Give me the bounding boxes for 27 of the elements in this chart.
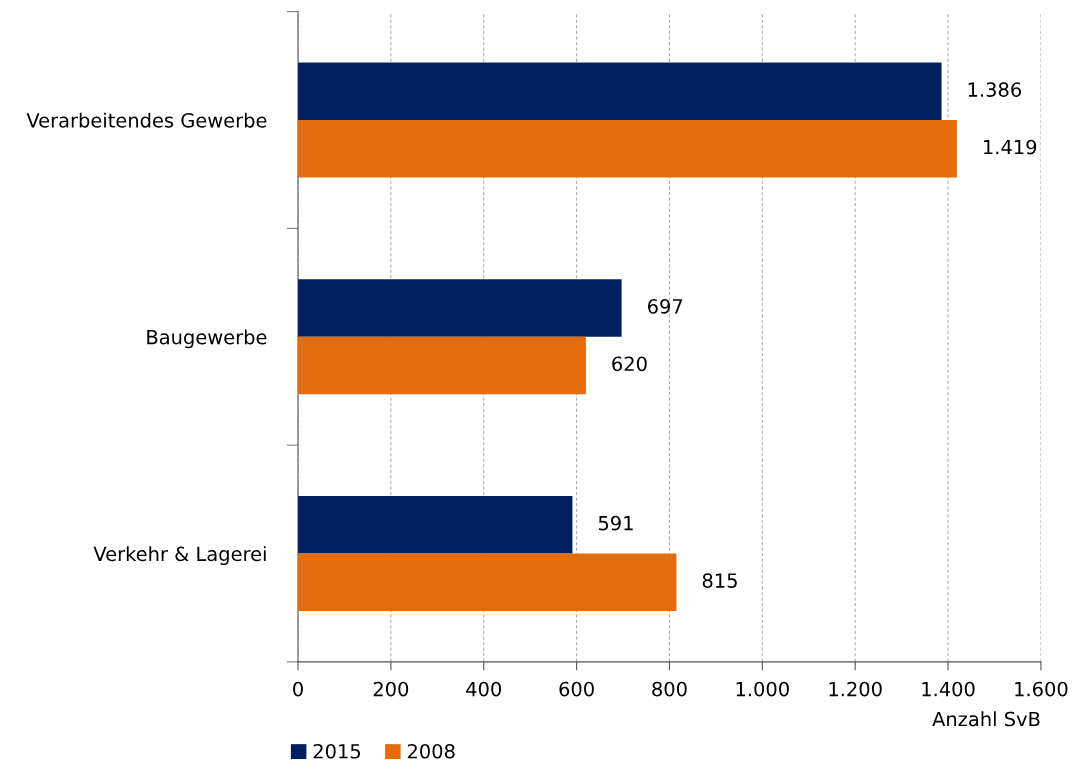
x-tick-label: 200 <box>373 681 409 697</box>
x-tick-label: 1.600 <box>1015 681 1068 697</box>
bar <box>298 120 957 178</box>
data-label: 697 <box>648 299 683 314</box>
bar <box>298 62 942 121</box>
data-label: 1.419 <box>984 139 1037 155</box>
x-tick-label: 600 <box>559 681 594 697</box>
data-label: 1.386 <box>968 82 1021 97</box>
bar <box>298 496 573 554</box>
y-tick-label: Baugewerbe <box>147 329 267 349</box>
data-label: 591 <box>598 515 633 531</box>
x-tick-label: 400 <box>466 681 502 697</box>
x-tick-label: 800 <box>652 681 687 697</box>
data-label: 815 <box>702 573 737 588</box>
x-tick-label: 1.200 <box>829 681 882 697</box>
bar <box>298 279 622 337</box>
x-tick-label: 1.000 <box>736 681 789 697</box>
x-tick-label: 0 <box>293 681 303 697</box>
legend-label: 2015 <box>313 743 361 759</box>
y-tick-label: Verarbeitendes Gewerbe <box>26 112 267 128</box>
x-tick-label: 1.400 <box>922 681 975 697</box>
bar <box>298 553 677 611</box>
x-axis-title: Anzahl SvB <box>932 711 1040 727</box>
y-tick-label: Verkehr & Lagerei <box>93 546 266 565</box>
legend-label: 2008 <box>407 743 455 759</box>
data-label: 620 <box>612 356 647 372</box>
bar <box>298 336 586 395</box>
